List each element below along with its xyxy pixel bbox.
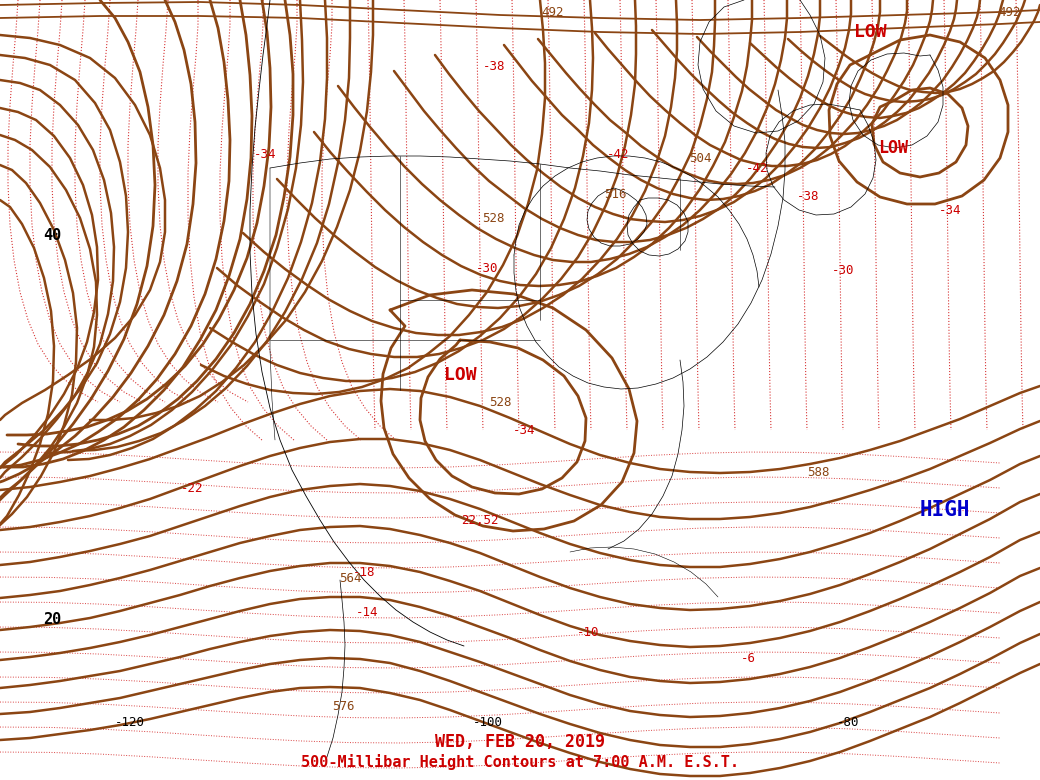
Text: 528: 528 [489,395,512,409]
Text: -120: -120 [115,717,145,729]
Text: -30: -30 [475,261,498,275]
Text: -6: -6 [740,651,755,665]
Text: -42: -42 [746,161,769,175]
Text: -34: -34 [939,204,961,217]
Text: -10: -10 [577,626,599,640]
Text: 576: 576 [332,700,355,712]
Text: -14: -14 [356,607,379,619]
Text: -38: -38 [483,61,505,73]
Text: -22: -22 [181,481,203,495]
Text: HIGH: HIGH [919,500,970,520]
Text: -100: -100 [473,717,503,729]
Text: 40: 40 [43,228,61,243]
Text: -34: -34 [513,424,536,437]
Text: -34: -34 [254,148,277,161]
Text: 22,52: 22,52 [462,513,499,526]
Text: 492: 492 [542,5,565,19]
Text: 20: 20 [43,612,61,627]
Text: -42: -42 [606,148,629,161]
Text: 500-Millibar Height Contours at 7:00 A.M. E.S.T.: 500-Millibar Height Contours at 7:00 A.M… [301,754,739,770]
Text: 492: 492 [998,5,1021,19]
Text: -30: -30 [832,264,854,276]
Text: 528: 528 [482,211,504,225]
Text: -18: -18 [353,566,375,579]
Text: 504: 504 [688,151,711,165]
Text: LOW: LOW [878,139,908,157]
Text: 516: 516 [604,189,626,201]
Text: LOW: LOW [444,366,476,384]
Text: 588: 588 [807,466,829,478]
Text: 564: 564 [339,572,361,584]
Text: -80: -80 [837,717,859,729]
Text: -38: -38 [797,190,820,203]
Text: LOW: LOW [854,23,886,41]
Text: WED, FEB 20, 2019: WED, FEB 20, 2019 [435,733,605,751]
